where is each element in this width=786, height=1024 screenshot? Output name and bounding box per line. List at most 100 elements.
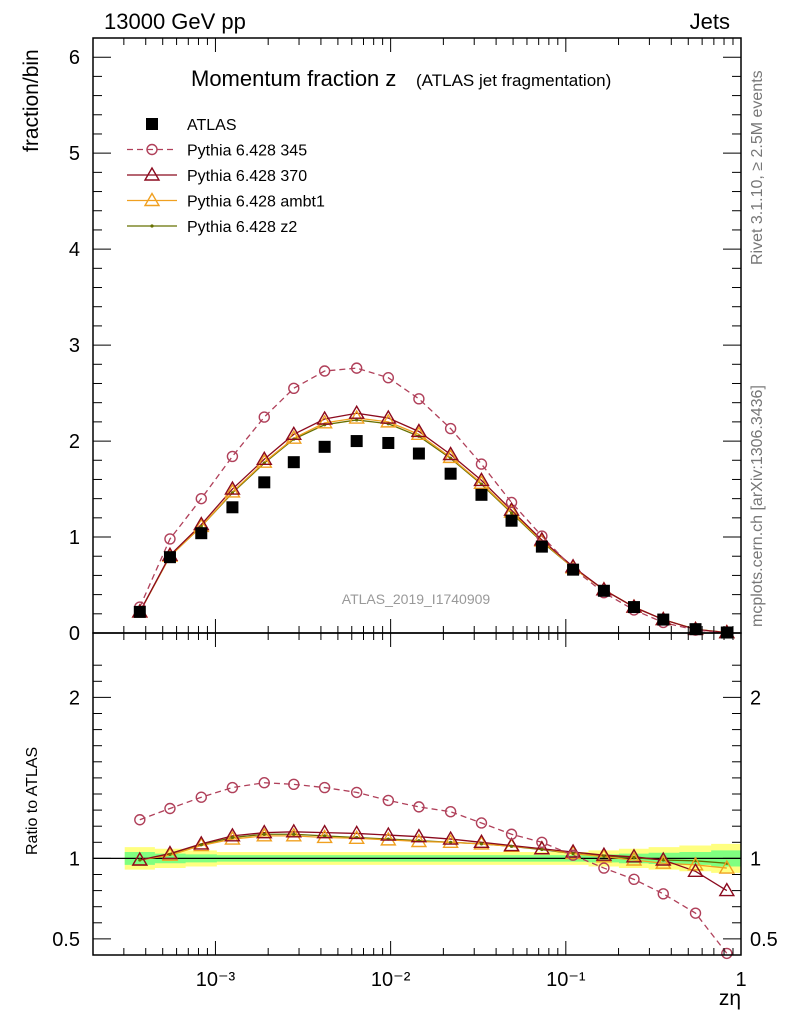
- series-marker-pythia-6-428-370: [285, 425, 303, 441]
- legend-label-pythia-6-428-370: Pythia 6.428 370: [187, 168, 307, 185]
- ratio-marker-pythia-6-428-ambt1: [380, 831, 397, 846]
- ratio-marker-pythia-6-428-345: [134, 814, 146, 826]
- series-marker-pythia-6-428-z2: [509, 511, 514, 515]
- ratio-panel-y-tick-label-right: 2: [750, 687, 761, 709]
- ratio-marker-pythia-6-428-ambt1: [625, 851, 643, 866]
- ratio-marker-pythia-6-428-345: [382, 794, 395, 807]
- main-panel-subtitle: (ATLAS jet fragmentation): [416, 71, 611, 90]
- x-tick-label: 1: [735, 969, 746, 991]
- ratio-marker-pythia-6-428-370: [503, 837, 520, 852]
- legend-marker-pythia-6-428-ambt1: [143, 192, 161, 207]
- data-point-atlas: [318, 440, 331, 453]
- series-marker-pythia-6-428-ambt1: [256, 453, 273, 468]
- ratio-marker-pythia-6-428-z2: [292, 832, 296, 836]
- data-point-atlas: [657, 613, 670, 626]
- ratio-line-pythia-6-428-370: [139, 831, 728, 892]
- data-point-atlas: [133, 605, 146, 618]
- series-marker-pythia-6-428-ambt1: [380, 413, 397, 428]
- data-point-atlas: [444, 467, 457, 480]
- ratio-panel-y-tick-label: 0.5: [52, 929, 80, 951]
- main-panel-y-tick-label: 1: [69, 527, 80, 549]
- ratio-marker-pythia-6-428-345: [475, 817, 488, 829]
- ratio-panel-y-tick-label: 2: [69, 687, 80, 709]
- ratio-marker-pythia-6-428-z2: [449, 840, 453, 844]
- ratio-marker-pythia-6-428-370: [316, 824, 333, 839]
- main-panel-y-tick-label: 4: [69, 239, 80, 261]
- ratio-marker-pythia-6-428-ambt1: [224, 830, 241, 845]
- ratio-marker-pythia-6-428-ambt1: [473, 835, 490, 850]
- ratio-marker-pythia-6-428-345: [628, 873, 640, 886]
- ratio-marker-pythia-6-428-z2: [602, 854, 606, 858]
- series-marker-pythia-6-428-345: [382, 372, 395, 384]
- ratio-marker-pythia-6-428-345: [505, 828, 518, 840]
- series-marker-pythia-6-428-370: [473, 472, 490, 487]
- series-marker-pythia-6-428-345: [413, 393, 425, 405]
- data-point-atlas: [505, 514, 518, 527]
- legend-label-pythia-6-428-345: Pythia 6.428 345: [187, 143, 307, 160]
- series-marker-pythia-6-428-345: [226, 450, 239, 463]
- series-marker-pythia-6-428-370: [316, 410, 333, 425]
- ratio-panel: 10⁻³ 10⁻² 10⁻¹ 10.5 0.51 12 2 Ratio to ATLAS z…: [24, 632, 778, 1010]
- data-point-atlas: [597, 584, 610, 597]
- analysis-watermark: ATLAS_2019_I1740909: [342, 591, 491, 607]
- series-marker-pythia-6-428-ambt1: [224, 483, 241, 498]
- series-marker-pythia-6-428-z2: [355, 418, 359, 422]
- series-marker-pythia-6-428-345: [195, 492, 207, 505]
- main-panel-y-tick-label: 5: [69, 143, 80, 165]
- data-point-atlas: [287, 456, 300, 469]
- ratio-marker-pythia-6-428-345: [288, 778, 300, 791]
- data-point-atlas: [258, 476, 271, 489]
- series-marker-pythia-6-428-ambt1: [348, 409, 365, 424]
- data-point-atlas: [627, 601, 640, 614]
- ratio-marker-pythia-6-428-z2: [540, 847, 544, 852]
- ratio-marker-pythia-6-428-345: [444, 806, 457, 818]
- ratio-marker-pythia-6-428-370: [131, 851, 149, 866]
- ratio-marker-pythia-6-428-370: [256, 824, 273, 839]
- data-point-atlas: [475, 488, 488, 501]
- ratio-marker-pythia-6-428-z2: [632, 855, 636, 860]
- x-axis-label: zη: [719, 987, 741, 1010]
- legend-label-pythia-6-428-z2: Pythia 6.428 z2: [187, 219, 297, 236]
- ratio-marker-pythia-6-428-z2: [230, 835, 235, 840]
- ratio-marker-pythia-6-428-370: [625, 848, 643, 863]
- series-marker-pythia-6-428-345: [444, 422, 457, 435]
- ratio-marker-pythia-6-428-ambt1: [285, 827, 303, 842]
- ratio-marker-pythia-6-428-ambt1: [442, 833, 459, 848]
- main-panel-title: Momentum fraction z: [191, 66, 396, 91]
- x-tick-label: 10⁻³: [196, 969, 236, 991]
- main-panel: 0 1 2 3 4 5 6 Momentum fraction z (ATLAS jet f…: [20, 37, 742, 645]
- ratio-marker-pythia-6-428-ambt1: [410, 833, 428, 848]
- series-marker-pythia-6-428-370: [224, 480, 241, 495]
- mcplots-source-label: mcplots.cern.ch [arXiv:1306.3436]: [749, 385, 766, 627]
- main-panel-y-tick-label: 0: [69, 623, 80, 645]
- ratio-marker-pythia-6-428-z2: [509, 844, 514, 848]
- ratio-marker-pythia-6-428-345: [164, 802, 176, 815]
- series-marker-pythia-6-428-370: [410, 423, 428, 438]
- ratio-marker-pythia-6-428-370: [473, 833, 490, 848]
- ratio-marker-pythia-6-428-z2: [571, 851, 575, 856]
- ratio-marker-pythia-6-428-370: [348, 825, 365, 840]
- ratio-marker-pythia-6-428-ambt1: [655, 854, 672, 869]
- legend-marker-pythia-6-428-370: [143, 166, 161, 181]
- ratio-marker-pythia-6-428-345: [689, 907, 702, 919]
- data-point-atlas: [382, 436, 395, 449]
- series-marker-pythia-6-428-345: [350, 362, 363, 374]
- ratio-marker-pythia-6-428-370: [285, 823, 303, 838]
- series-marker-pythia-6-428-345: [164, 533, 176, 545]
- series-marker-pythia-6-428-ambt1: [442, 448, 459, 464]
- rivet-version-label: Rivet 3.1.10, ≥ 2.5M events: [749, 70, 766, 265]
- data-point-atlas: [412, 447, 425, 460]
- series-marker-pythia-6-428-370: [380, 409, 397, 424]
- ratio-marker-pythia-6-428-345: [350, 786, 363, 799]
- main-panel-data-layer: [131, 362, 736, 639]
- ratio-marker-pythia-6-428-370: [442, 830, 459, 845]
- series-marker-pythia-6-428-ambt1: [410, 425, 428, 441]
- series-marker-pythia-6-428-ambt1: [473, 474, 490, 489]
- ratio-marker-pythia-6-428-370: [655, 851, 672, 866]
- ratio-panel-axes: 10⁻³ 10⁻² 10⁻¹ 10.5 0.51 12 2: [52, 633, 778, 991]
- legend-marker-pythia-6-428-z2: [150, 224, 154, 228]
- ratio-panel-data-layer: [93, 777, 742, 960]
- x-tick-label: 10⁻¹: [546, 969, 586, 991]
- ratio-marker-pythia-6-428-z2: [479, 842, 484, 846]
